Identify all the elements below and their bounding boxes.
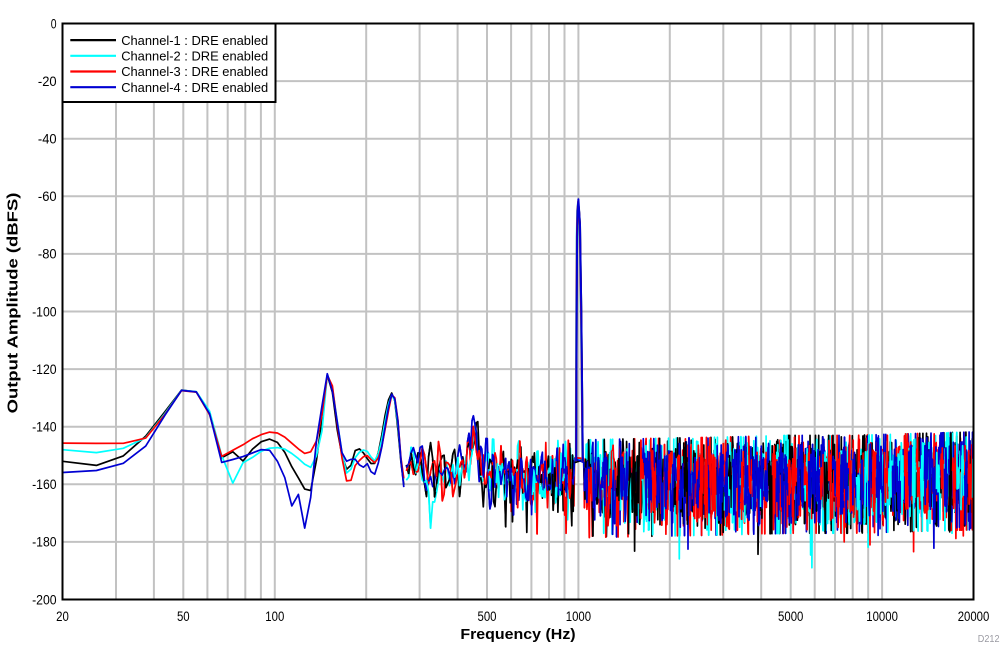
svg-text:10000: 10000 xyxy=(866,609,898,624)
svg-text:D212: D212 xyxy=(978,633,1000,645)
svg-text:500: 500 xyxy=(478,609,497,624)
svg-text:-80: -80 xyxy=(38,247,57,262)
svg-text:Channel-3 : DRE enabled: Channel-3 : DRE enabled xyxy=(121,64,268,79)
svg-text:Channel-4 : DRE enabled: Channel-4 : DRE enabled xyxy=(121,80,268,95)
svg-text:Frequency (Hz): Frequency (Hz) xyxy=(460,627,575,643)
svg-text:-180: -180 xyxy=(32,535,57,550)
svg-text:-20: -20 xyxy=(38,74,57,89)
svg-text:100: 100 xyxy=(265,609,284,624)
svg-text:-40: -40 xyxy=(38,132,57,147)
svg-text:-120: -120 xyxy=(32,362,57,377)
svg-text:-200: -200 xyxy=(32,592,57,607)
svg-text:-160: -160 xyxy=(32,477,57,492)
svg-text:1000: 1000 xyxy=(566,609,591,624)
svg-text:-100: -100 xyxy=(32,304,57,319)
svg-text:-60: -60 xyxy=(38,189,57,204)
svg-text:-140: -140 xyxy=(32,420,57,435)
svg-text:Output Amplitude (dBFS): Output Amplitude (dBFS) xyxy=(6,192,22,413)
svg-text:20000: 20000 xyxy=(958,609,990,624)
svg-text:20: 20 xyxy=(56,609,69,624)
svg-text:50: 50 xyxy=(177,609,190,624)
svg-text:5000: 5000 xyxy=(778,609,803,624)
svg-text:0: 0 xyxy=(51,16,57,31)
svg-text:Channel-1 : DRE enabled: Channel-1 : DRE enabled xyxy=(121,33,268,48)
svg-text:Channel-2 : DRE enabled: Channel-2 : DRE enabled xyxy=(121,49,268,64)
